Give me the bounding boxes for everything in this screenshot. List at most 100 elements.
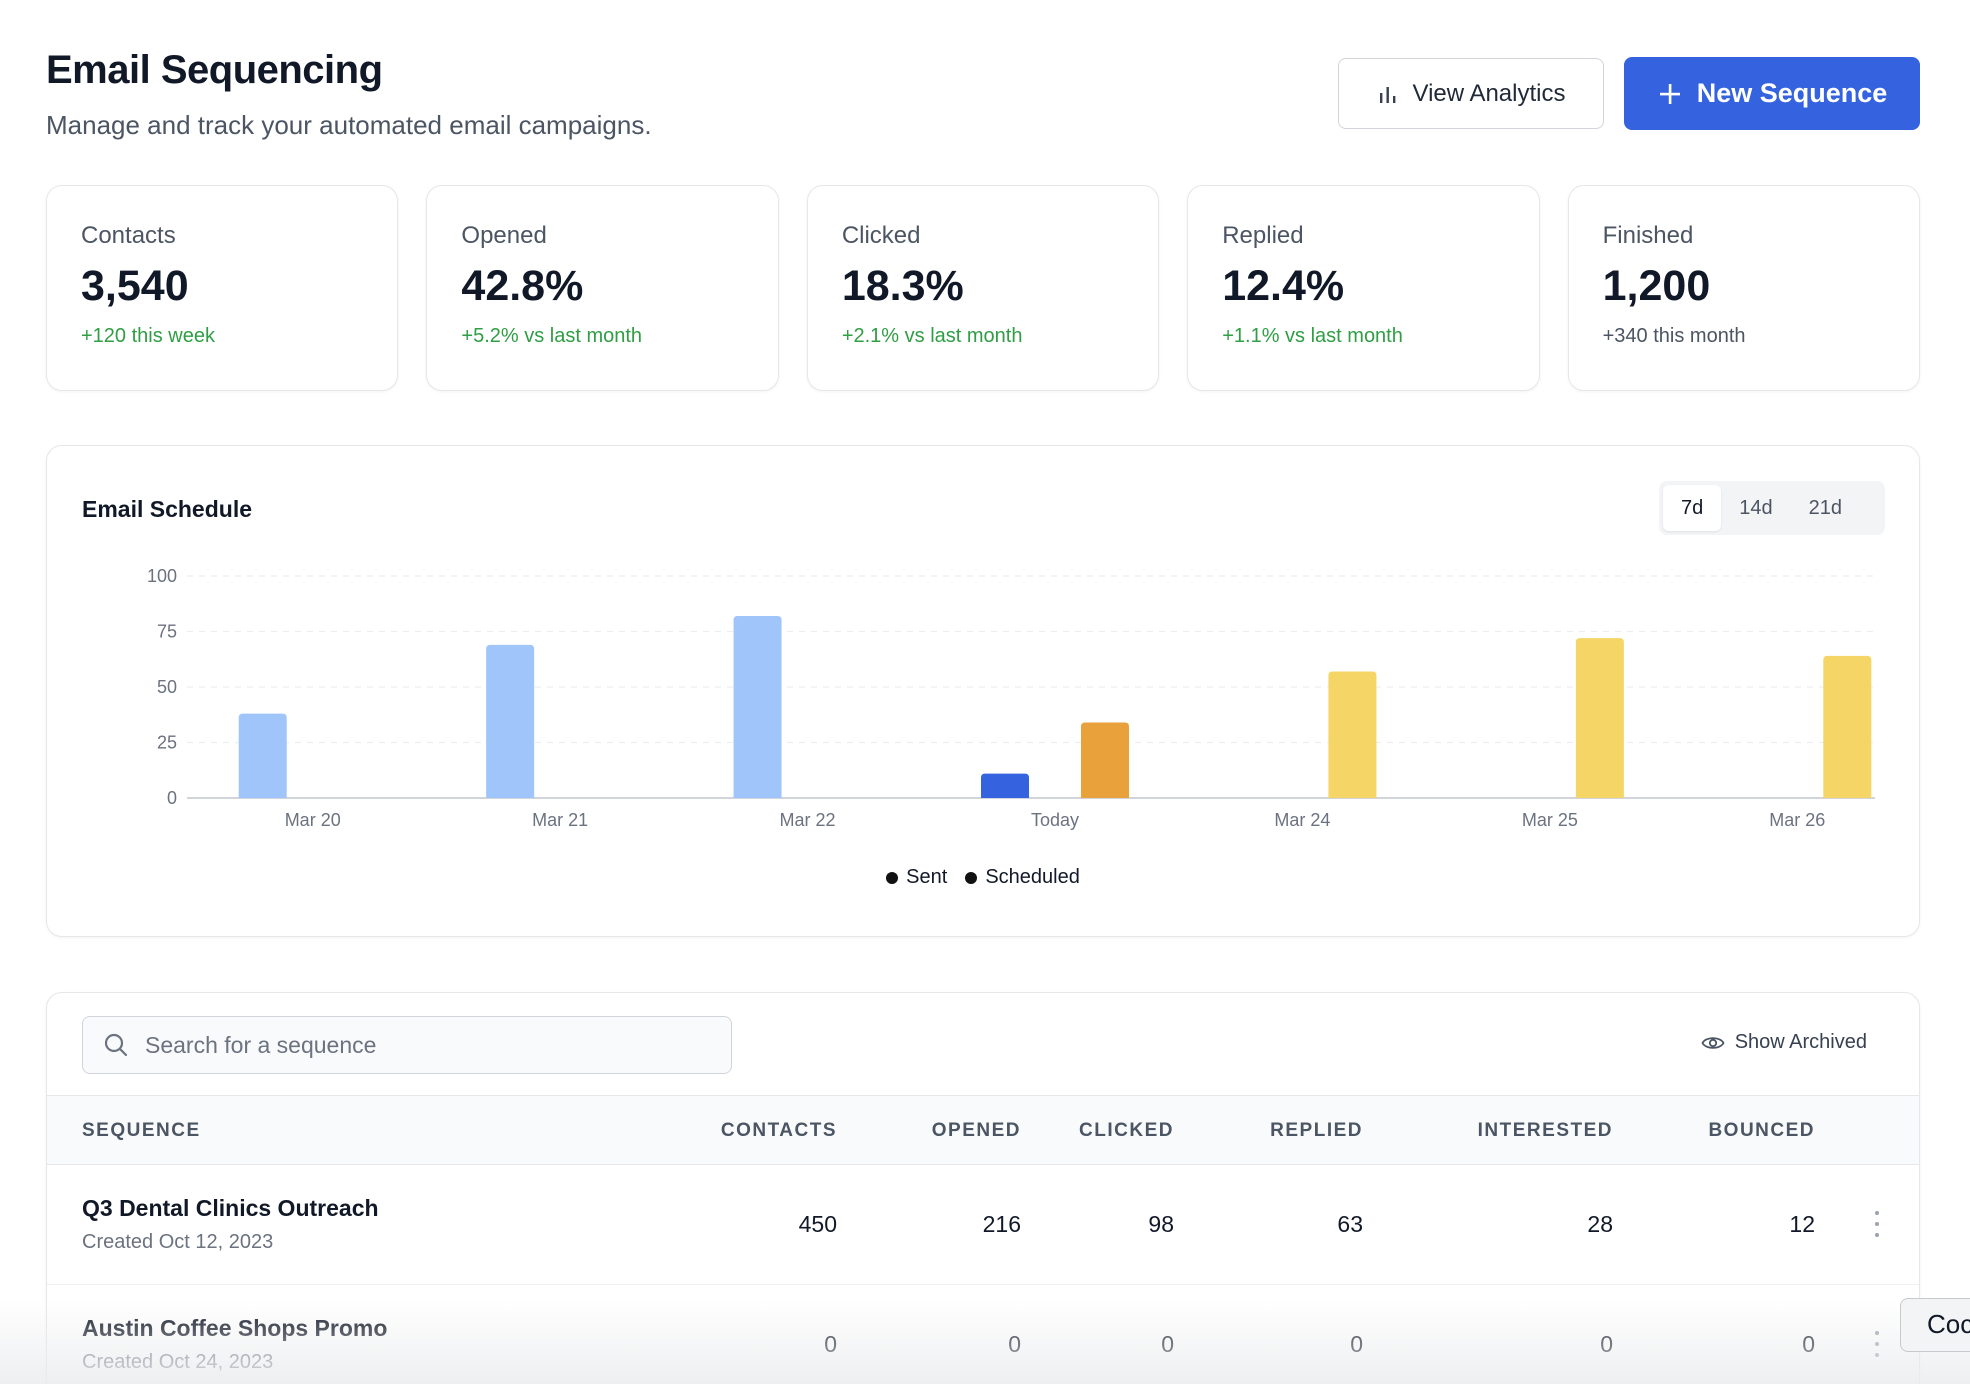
range-21d-button[interactable]: 21d [1791,485,1860,531]
x-tick-label: Mar 26 [1769,810,1825,830]
column-header-clicked[interactable]: CLICKED [1079,1120,1174,1141]
more-options-icon[interactable] [1867,1211,1887,1237]
cell-clicked: 98 [1148,1211,1174,1237]
view-analytics-label: View Analytics [1412,79,1566,107]
stats-row: Contacts 3,540 +120 this week Opened 42.… [46,185,1921,391]
legend-dot [886,871,899,884]
bar-sent [733,615,782,798]
stat-card-opened: Opened 42.8% +5.2% vs last month [426,185,779,391]
cell-clicked: 0 [1161,1331,1174,1357]
page-subtitle: Manage and track your automated email ca… [46,110,652,140]
cell-replied: 63 [1337,1211,1363,1237]
x-tick-label: Mar 22 [780,810,836,830]
new-sequence-label: New Sequence [1696,78,1888,108]
bar-chart-icon [1379,86,1395,103]
page-header: Email Sequencing Manage and track your a… [46,48,1920,148]
table-row[interactable]: Austin Coffee Shops Promo Created Oct 24… [47,1285,1919,1384]
sequence-created-date: Created Oct 12, 2023 [82,1231,274,1253]
cell-contacts: 0 [824,1331,837,1357]
cell-bounced: 12 [1789,1211,1815,1237]
cell-opened: 0 [1008,1331,1021,1357]
stat-value: 18.3% [841,262,964,310]
bar-scheduled [1823,655,1872,798]
legend-item-scheduled[interactable]: Scheduled [965,866,1080,889]
range-toggle: 7d 14d 21d [1659,481,1885,535]
tooltip: Coc [1900,1298,1970,1352]
cell-bounced: 0 [1802,1331,1815,1357]
plus-icon [1659,83,1680,104]
bar-sent [238,713,287,798]
stat-card-replied: Replied 12.4% +1.1% vs last month [1187,185,1540,391]
cell-interested: 28 [1587,1211,1613,1237]
bar-scheduled [1575,638,1624,798]
stat-change: +5.2% vs last month [461,325,643,347]
new-sequence-button[interactable]: New Sequence [1624,57,1920,130]
legend-dot [965,871,978,884]
y-tick-label: 50 [157,677,177,697]
column-header-bounced[interactable]: BOUNCED [1708,1120,1815,1141]
stat-change: +2.1% vs last month [841,325,1023,347]
x-tick-label: Mar 25 [1522,810,1578,830]
sequence-name[interactable]: Q3 Dental Clinics Outreach [82,1195,379,1221]
y-tick-label: 75 [157,622,177,642]
stat-value: 3,540 [81,262,189,310]
table-header: SEQUENCE CONTACTS OPENED CLICKED REPLIED… [47,1095,1919,1165]
legend-item-sent[interactable]: Sent [886,866,947,889]
chart-title: Email Schedule [82,496,253,522]
cell-interested: 0 [1600,1331,1613,1357]
column-header-contacts[interactable]: CONTACTS [720,1120,837,1141]
stat-change: +120 this week [81,325,215,347]
bar-scheduled [1081,722,1129,798]
y-tick-label: 25 [157,733,177,753]
stat-value: 12.4% [1222,262,1345,310]
search-input[interactable] [145,1031,705,1059]
bar-sent [486,644,535,798]
cell-opened: 216 [982,1211,1021,1237]
stat-change: +340 this month [1602,325,1746,347]
stat-card-contacts: Contacts 3,540 +120 this week [46,185,399,391]
email-schedule-chart: 0 25 50 75 100 Mar 20 Mar 21 Mar 22 Today Mar 24 M… [147,566,1875,830]
search-icon [104,1033,128,1057]
show-archived-toggle[interactable]: Show Archived [1701,1031,1867,1054]
email-schedule-card: Email Schedule 7d 14d 21d 0 25 50 75 100 Mar … [46,445,1920,937]
table-row[interactable]: Q3 Dental Clinics Outreach Created Oct 1… [47,1165,1919,1285]
legend-label: Sent [906,866,948,888]
x-tick-label: Mar 20 [285,810,341,830]
search-box [82,1016,732,1074]
sequence-name[interactable]: Austin Coffee Shops Promo [82,1315,388,1341]
bar-scheduled [1328,671,1377,798]
y-tick-label: 100 [147,566,177,586]
stat-label: Replied [1222,222,1304,249]
page-title: Email Sequencing [46,48,383,92]
x-tick-label: Mar 24 [1274,810,1330,830]
stat-value: 42.8% [461,262,584,310]
y-tick-label: 0 [167,788,177,808]
x-tick-label: Mar 21 [532,810,588,830]
stat-value: 1,200 [1602,262,1711,310]
eye-icon [1701,1036,1725,1049]
stat-label: Finished [1602,222,1694,249]
show-archived-label: Show Archived [1734,1031,1867,1053]
column-header-replied[interactable]: REPLIED [1270,1120,1363,1141]
stat-change: +1.1% vs last month [1222,325,1403,347]
more-options-icon[interactable] [1867,1331,1887,1357]
stat-label: Contacts [81,222,176,249]
column-header-sequence[interactable]: SEQUENCE [82,1120,201,1141]
stat-card-clicked: Clicked 18.3% +2.1% vs last month [806,185,1160,391]
cell-contacts: 450 [798,1211,837,1237]
cell-replied: 0 [1350,1331,1363,1357]
view-analytics-button[interactable]: View Analytics [1338,58,1604,129]
column-header-opened[interactable]: OPENED [931,1120,1021,1141]
range-7d-button[interactable]: 7d [1663,485,1722,531]
legend-label: Scheduled [985,866,1080,888]
stat-label: Clicked [841,222,921,249]
x-tick-label: Today [1031,810,1079,830]
stat-card-finished: Finished 1,200 +340 this month [1567,185,1921,391]
range-14d-button[interactable]: 14d [1721,485,1790,531]
column-header-interested[interactable]: INTERESTED [1477,1120,1613,1141]
sequences-table-card: Show Archived SEQUENCE CONTACTS OPENED C… [46,992,1920,1384]
stat-label: Opened [461,222,547,249]
sequence-created-date: Created Oct 24, 2023 [82,1351,274,1373]
bar-sent [981,773,1029,798]
chart-legend: Sent Scheduled [47,866,1919,889]
